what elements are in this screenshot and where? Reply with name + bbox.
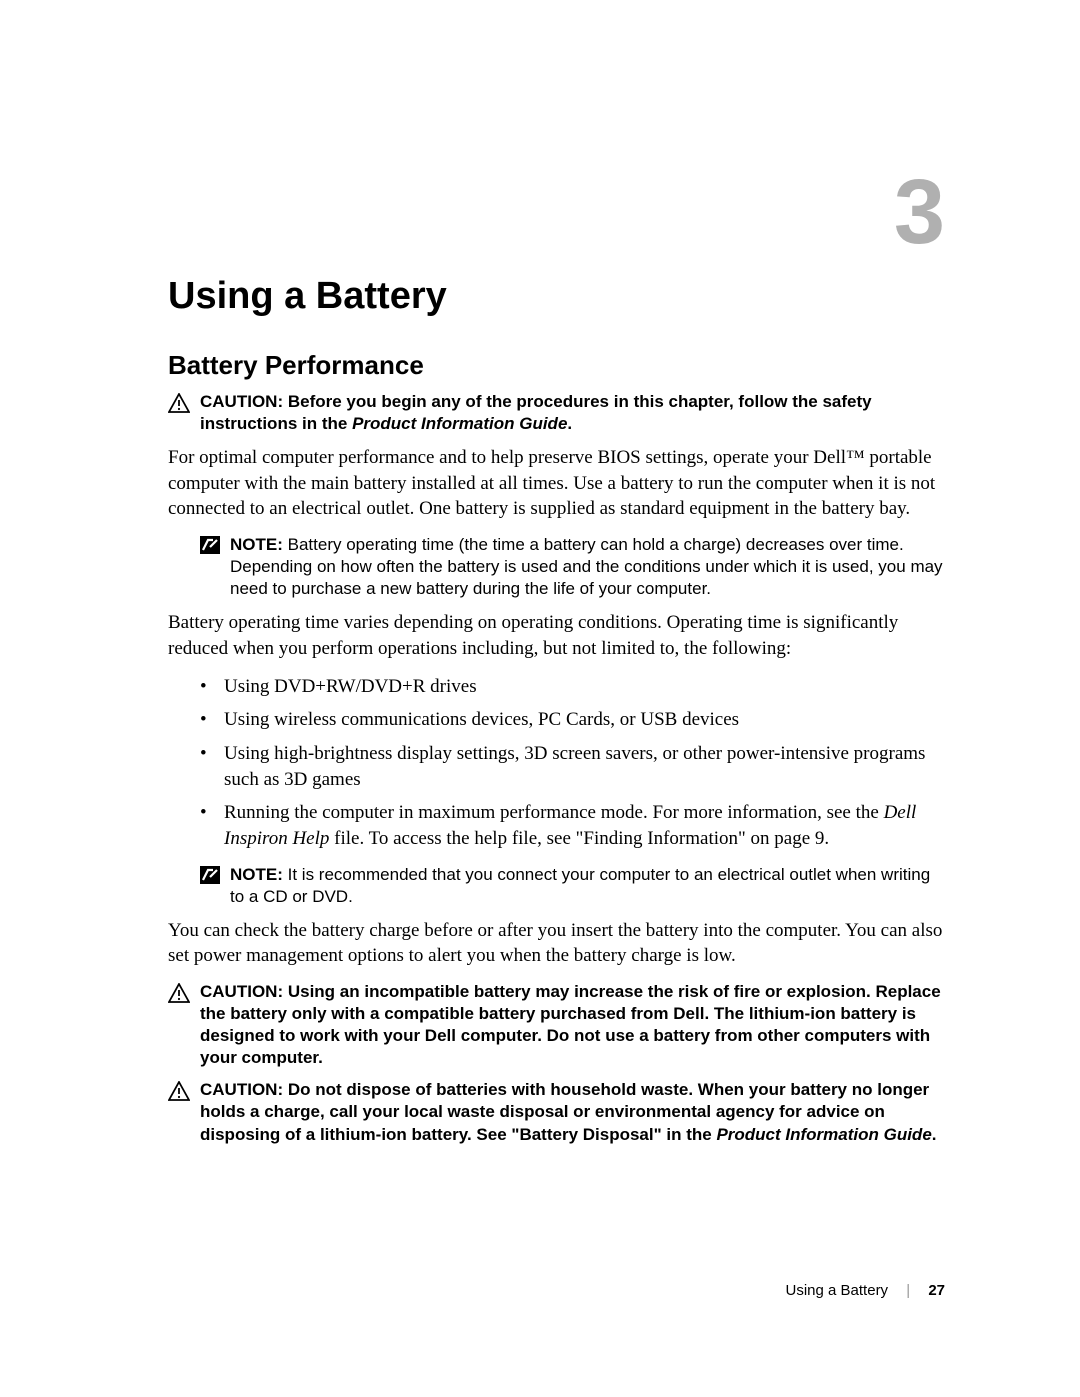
caution-italic: Product Information Guide xyxy=(716,1125,931,1144)
chapter-number: 3 xyxy=(894,160,945,265)
caution-icon xyxy=(168,1081,190,1106)
caution-after: . xyxy=(567,414,572,433)
note-label: NOTE: xyxy=(230,865,283,884)
caution-block-2: CAUTION: Using an incompatible battery m… xyxy=(168,981,945,1069)
note-text-1: NOTE: Battery operating time (the time a… xyxy=(230,534,945,600)
list-item: Using high-brightness display settings, … xyxy=(200,741,945,792)
caution-block-1: CAUTION: Before you begin any of the pro… xyxy=(168,391,945,435)
list-item: Using DVD+RW/DVD+R drives xyxy=(200,674,945,700)
caution-label: CAUTION: xyxy=(200,392,283,411)
paragraph-1: For optimal computer performance and to … xyxy=(168,445,945,522)
footer-section: Using a Battery xyxy=(786,1282,889,1299)
caution-icon xyxy=(168,393,190,418)
list-item: Using wireless communications devices, P… xyxy=(200,707,945,733)
caution-label: CAUTION: xyxy=(200,982,283,1001)
note-icon xyxy=(200,866,220,889)
bullet-list: Using DVD+RW/DVD+R drives Using wireless… xyxy=(200,674,945,852)
list-item: Running the computer in maximum performa… xyxy=(200,800,945,851)
caution-block-3: CAUTION: Do not dispose of batteries wit… xyxy=(168,1079,945,1145)
caution-text-2: CAUTION: Using an incompatible battery m… xyxy=(200,981,945,1069)
caution-label: CAUTION: xyxy=(200,1080,283,1099)
page-footer: Using a Battery | 27 xyxy=(786,1282,945,1299)
caution-text-1: CAUTION: Before you begin any of the pro… xyxy=(200,391,945,435)
note-body: Battery operating time (the time a batte… xyxy=(230,535,943,598)
note-icon xyxy=(200,536,220,559)
caution-body: Using an incompatible battery may increa… xyxy=(200,982,941,1067)
footer-divider: | xyxy=(906,1282,910,1299)
caution-icon xyxy=(168,983,190,1008)
paragraph-3: You can check the battery charge before … xyxy=(168,918,945,969)
caution-italic: Product Information Guide xyxy=(352,414,567,433)
note-text-2: NOTE: It is recommended that you connect… xyxy=(230,864,945,908)
note-body: It is recommended that you connect your … xyxy=(230,865,930,906)
caution-after: . xyxy=(932,1125,937,1144)
chapter-title: Using a Battery xyxy=(168,275,945,318)
list-item-text-after: file. To access the help file, see "Find… xyxy=(329,828,829,849)
caution-text-3: CAUTION: Do not dispose of batteries wit… xyxy=(200,1079,945,1145)
section-title: Battery Performance xyxy=(168,350,945,381)
note-block-2: NOTE: It is recommended that you connect… xyxy=(200,864,945,908)
page-number: 27 xyxy=(928,1282,945,1299)
note-label: NOTE: xyxy=(230,535,283,554)
note-block-1: NOTE: Battery operating time (the time a… xyxy=(200,534,945,600)
paragraph-2: Battery operating time varies depending … xyxy=(168,610,945,661)
list-item-text: Running the computer in maximum performa… xyxy=(224,802,884,823)
